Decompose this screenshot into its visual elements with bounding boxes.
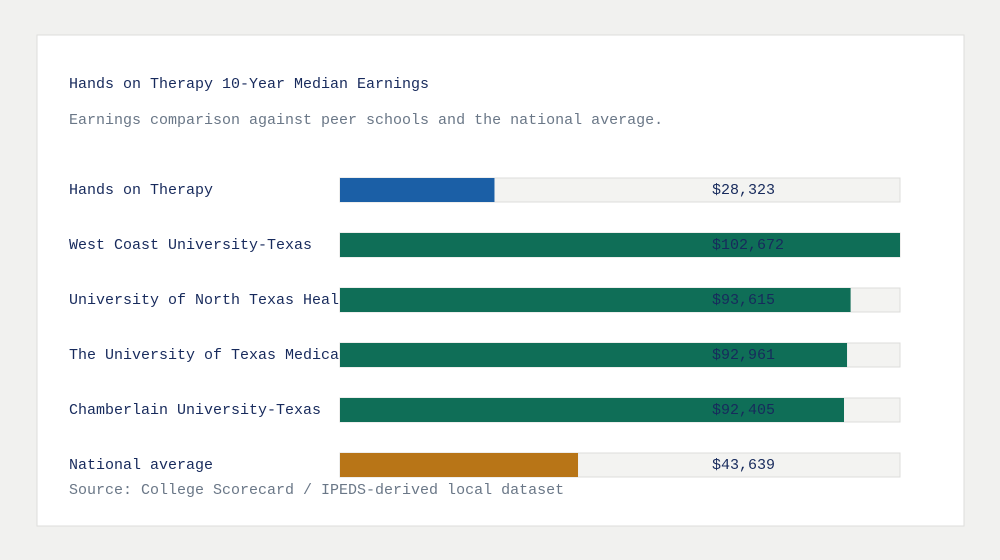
bar [340,343,848,367]
source-note: Source: College Scorecard / IPEDS-derive… [69,482,564,499]
value-label: $102,672 [712,237,784,254]
card [36,34,965,527]
category-label: University of North Texas Heal [69,292,339,309]
chart-subtitle: Earnings comparison against peer schools… [69,112,663,129]
bar [340,453,579,477]
category-label: Chamberlain University-Texas [69,402,321,419]
category-label: National average [69,457,213,474]
category-label: The University of Texas Medica [69,347,339,364]
value-label: $93,615 [712,292,775,309]
value-label: $92,405 [712,402,775,419]
value-label: $43,639 [712,457,775,474]
value-label: $28,323 [712,182,775,199]
bar [340,288,851,312]
category-label: West Coast University-Texas [69,237,312,254]
value-label: $92,961 [712,347,775,364]
chart-title: Hands on Therapy 10-Year Median Earnings [69,76,429,93]
bar [340,398,845,422]
category-label: Hands on Therapy [69,182,213,199]
bar [340,233,900,257]
bar [340,178,495,202]
